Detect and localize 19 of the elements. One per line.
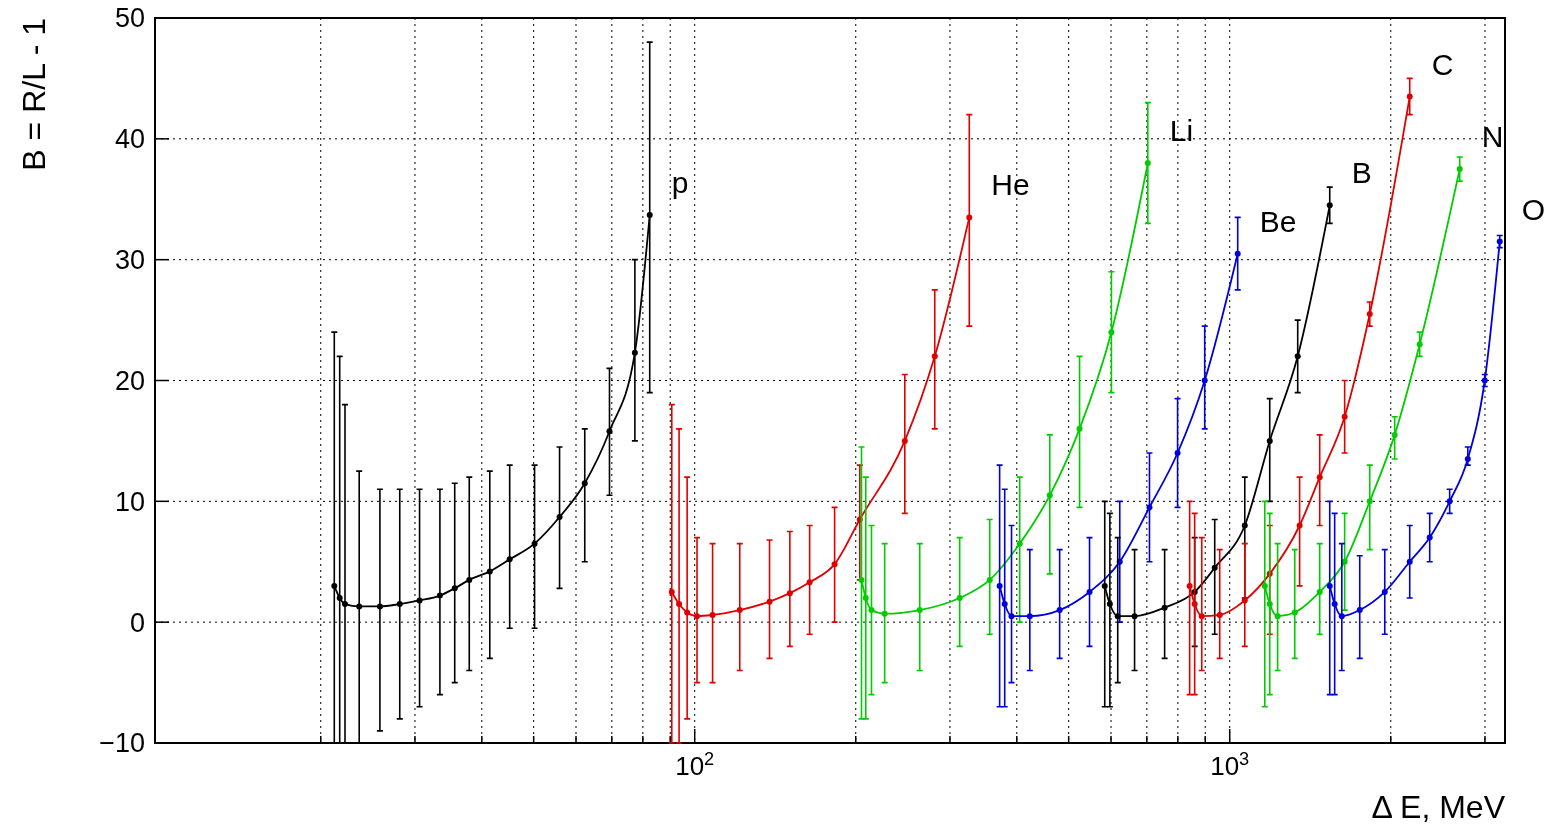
series-label: O xyxy=(1521,192,1545,226)
x-tick-label: 10$^{3}$ xyxy=(1210,749,1250,781)
y-tick-label: 0 xyxy=(129,607,145,638)
y-tick-label: 40 xyxy=(114,124,145,155)
y-tick-label: 10 xyxy=(114,486,145,517)
y-tick-label: 30 xyxy=(114,245,145,276)
series-label: He xyxy=(991,168,1030,202)
series-label: p xyxy=(671,165,689,199)
series-label: Be xyxy=(1259,204,1297,238)
series-label: C xyxy=(1431,47,1454,81)
y-tick-label: 50 xyxy=(114,3,145,34)
y-tick-label: 20 xyxy=(114,365,145,396)
y-axis-title: B = R/L - 1 xyxy=(16,18,52,171)
x-tick-label: 10$^{2}$ xyxy=(675,749,715,781)
x-axis-title: Δ E, MeV xyxy=(1371,789,1506,825)
series-label: B xyxy=(1351,156,1372,190)
series-label: N xyxy=(1481,120,1504,154)
y-tick-label: −10 xyxy=(99,728,145,759)
series-label: Li xyxy=(1169,114,1194,147)
